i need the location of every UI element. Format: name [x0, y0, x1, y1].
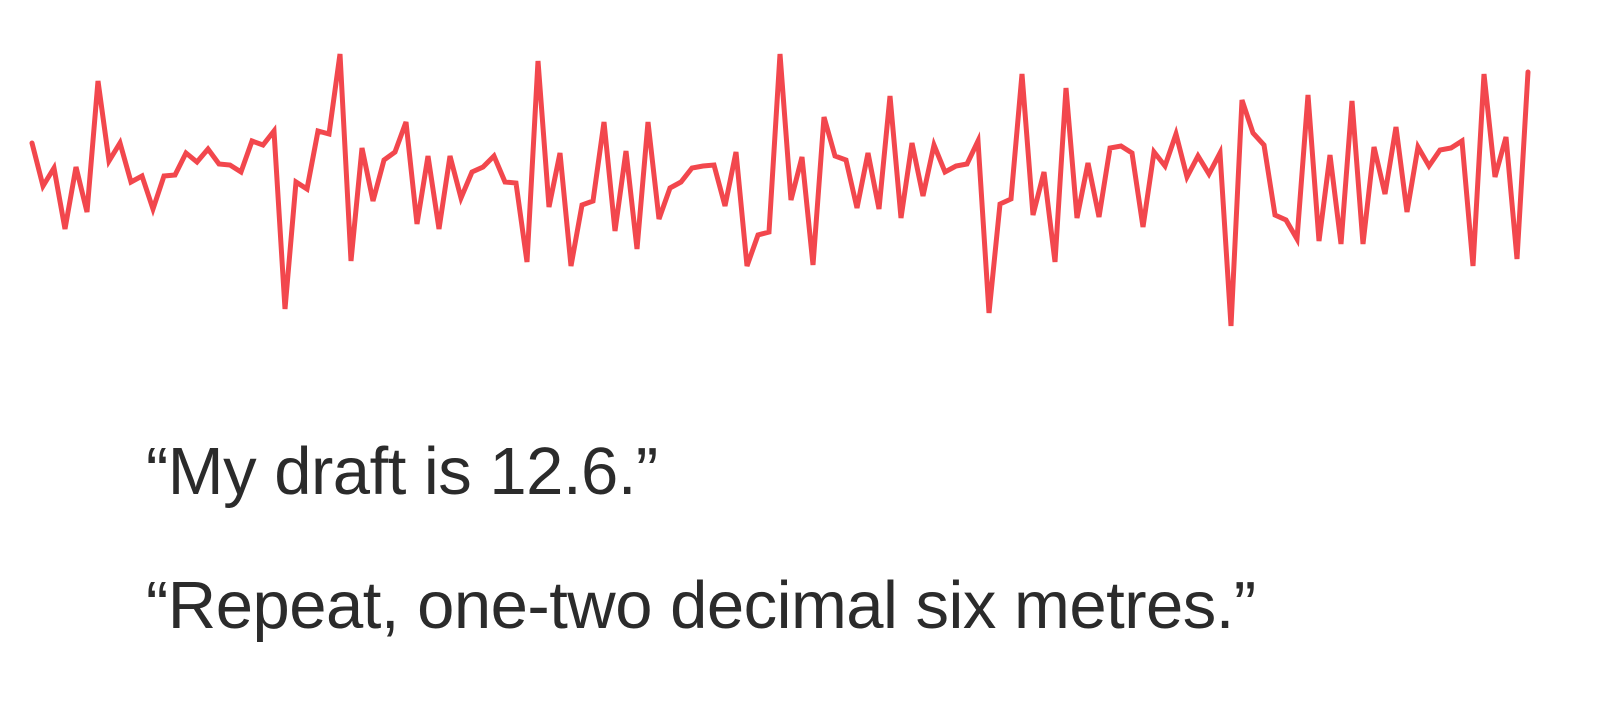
waveform-line: [29, 53, 1531, 327]
audio-waveform: [29, 53, 1531, 327]
transcript-line-1: “My draft is 12.6.”: [146, 434, 658, 509]
transcript-line-2: “Repeat, one-two decimal six metres.”: [146, 568, 1256, 643]
